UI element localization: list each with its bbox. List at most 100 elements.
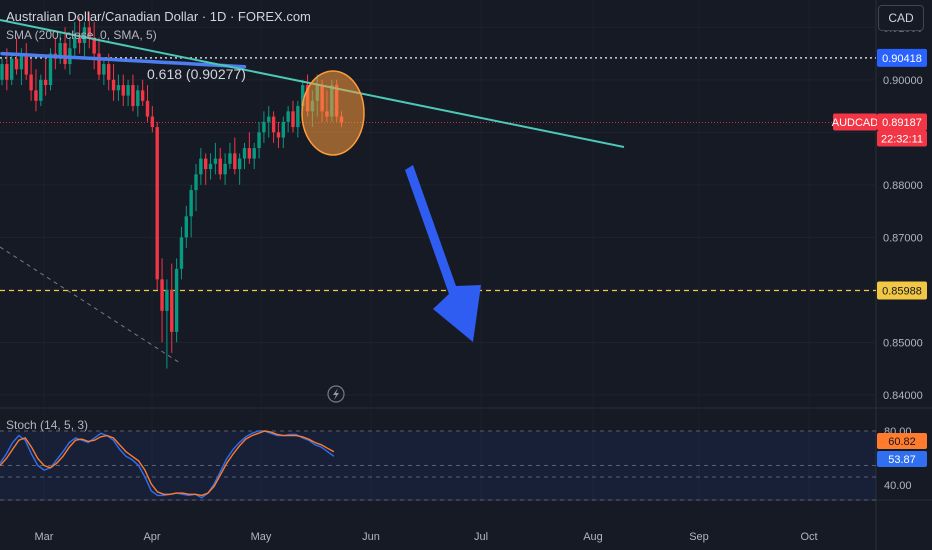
candle-body	[233, 153, 237, 170]
candle-body	[291, 111, 295, 128]
x-tick-label: Jun	[362, 531, 380, 543]
y-tick-label: 0.87000	[883, 232, 923, 244]
countdown-tag-text: 22:32:11	[881, 134, 923, 146]
candle-body	[145, 100, 150, 117]
y-tick-label: 0.90000	[883, 75, 923, 87]
x-tick-label: Sep	[689, 531, 709, 543]
currency-button[interactable]: CAD	[878, 5, 924, 31]
alert-bolt-glyph	[333, 388, 339, 400]
candle-body	[29, 74, 33, 91]
candle-body	[19, 53, 24, 70]
candle-body	[48, 53, 53, 86]
current-price-tag: 0.89187	[877, 113, 927, 131]
support-price-tag-text: 0.85988	[882, 285, 922, 297]
candle-body	[165, 289, 169, 311]
countdown-tag-bg	[877, 130, 927, 147]
current-price-tag-text: 0.89187	[882, 117, 922, 129]
stoch-d-line	[0, 430, 335, 497]
candle-body	[228, 153, 232, 164]
alert-bolt-icon	[327, 385, 345, 403]
fib-label: 0.618 (0.90277)	[147, 66, 246, 82]
candle-body	[43, 79, 48, 86]
highlight-circle	[301, 70, 365, 156]
candle-body	[63, 43, 67, 65]
sma-200-line	[0, 51, 247, 69]
symbol-tag: AUDCAD	[832, 113, 879, 131]
candle-body	[126, 85, 130, 96]
candle-body	[24, 53, 28, 75]
x-tick-label: May	[251, 531, 272, 543]
stoch-d-tag-text: 60.82	[888, 436, 916, 448]
candle-body	[257, 132, 261, 149]
candle-body	[87, 27, 91, 38]
stoch-d-tag: 60.82	[877, 433, 927, 449]
candle-body	[179, 237, 184, 269]
candle-body	[155, 127, 159, 280]
x-tick-label: Jul	[474, 531, 488, 543]
candle-body	[121, 85, 125, 96]
candle-body	[296, 106, 300, 128]
x-tick-label: Mar	[35, 531, 54, 543]
candle-body	[286, 111, 290, 122]
stoch-d-tag-bg	[877, 433, 927, 449]
candle-body	[116, 85, 121, 91]
candle-body	[247, 148, 252, 159]
fib-price-tag-bg	[877, 48, 927, 67]
candle-body	[301, 85, 305, 107]
fib-price-tag: 0.90418	[877, 48, 927, 67]
candle-body	[82, 27, 87, 44]
candle-body	[102, 64, 106, 75]
candle-body	[276, 132, 281, 138]
stoch-k-tag-text: 53.87	[888, 454, 916, 466]
stoch-indicator-label[interactable]: Stoch (14, 5, 3)	[6, 418, 89, 432]
x-tick-label: Apr	[143, 531, 160, 543]
candle-body	[160, 279, 164, 311]
candle-body	[271, 116, 276, 133]
symbol-tag-text: AUDCAD	[832, 117, 879, 129]
x-tick-label: Aug	[583, 531, 603, 543]
candle-body	[97, 53, 101, 75]
stoch-k-tag: 53.87	[877, 451, 927, 467]
candle-body	[58, 43, 62, 59]
bearish-arrow	[405, 165, 481, 342]
symbol-tag-bg	[833, 113, 877, 131]
candle-body	[213, 158, 218, 164]
y-tick-label: 0.84000	[883, 390, 923, 402]
candle-body	[223, 163, 227, 175]
candle-body	[252, 148, 256, 159]
candle-body	[184, 216, 188, 238]
candle-body	[92, 37, 96, 54]
candle-body	[136, 90, 140, 107]
candle-body	[267, 116, 271, 122]
support-price-tag: 0.85988	[877, 281, 927, 300]
candle-body	[0, 64, 4, 80]
fib-price-tag-text: 0.90418	[882, 53, 922, 65]
support-price-tag-bg	[877, 281, 927, 300]
stoch-tick-40: 40.00	[884, 480, 912, 492]
stoch-k-tag-bg	[877, 451, 927, 467]
candle-body	[131, 85, 135, 107]
dashed-trendline	[0, 246, 181, 364]
candle-body	[237, 158, 242, 170]
x-tick-label: Oct	[800, 531, 817, 543]
candle-body	[208, 163, 213, 170]
candle-body	[107, 64, 111, 80]
candle-body	[281, 121, 285, 138]
sma-indicator-label[interactable]: SMA (200, close, 0, SMA, 5)	[6, 28, 157, 42]
candle-body	[170, 289, 174, 332]
current-price-tag-bg	[877, 113, 927, 131]
candle-body	[262, 121, 266, 133]
chart-title: Australian Dollar/Canadian Dollar · 1D ·…	[6, 9, 311, 24]
countdown-tag: 22:32:11	[877, 130, 927, 147]
y-tick-label: 0.85000	[883, 337, 923, 349]
candle-body	[39, 79, 43, 101]
candle-body	[218, 158, 222, 175]
candle-body	[174, 268, 179, 332]
candle-body	[5, 64, 9, 80]
candle-body	[34, 90, 38, 101]
y-tick-label: 0.88000	[883, 180, 923, 192]
candle-body	[14, 58, 19, 70]
candle-body	[111, 79, 116, 91]
